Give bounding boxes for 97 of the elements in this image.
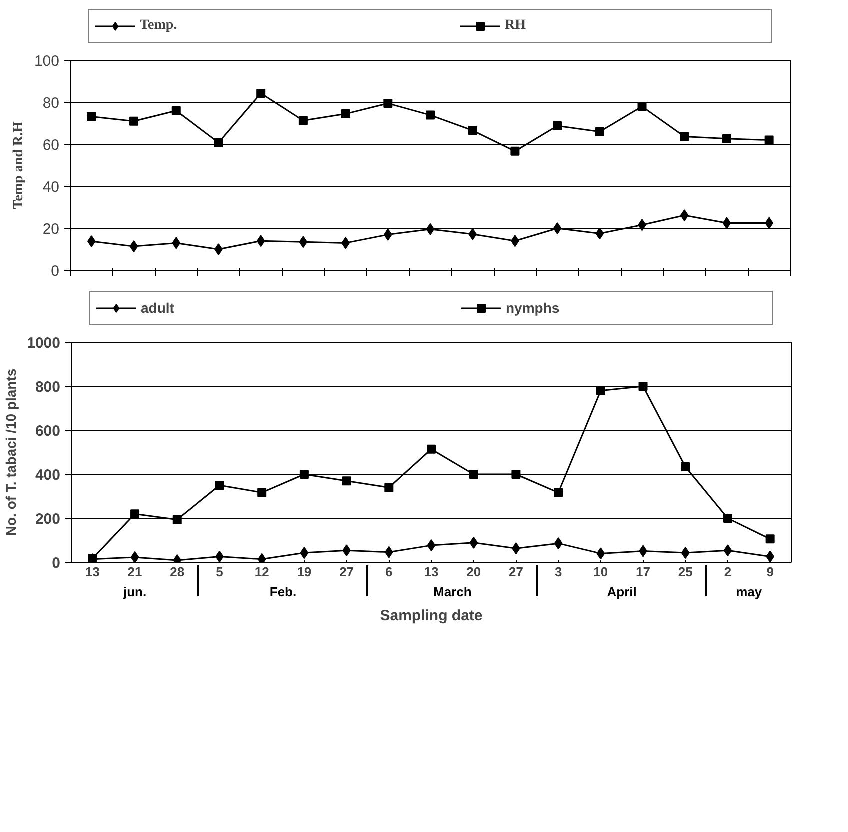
- point: [764, 136, 774, 145]
- x-axis-title: Sampling date: [380, 608, 483, 624]
- x-tick-label: 2: [724, 564, 732, 580]
- x-tick-label: 19: [297, 564, 312, 580]
- point: [722, 217, 732, 230]
- point: [214, 244, 223, 256]
- point: [342, 476, 352, 486]
- y-tick-label: 800: [35, 379, 61, 396]
- point: [256, 235, 266, 248]
- point: [723, 514, 732, 523]
- y-tick-label: 1000: [27, 335, 61, 352]
- point: [596, 386, 606, 396]
- x-tick-label: 21: [128, 564, 142, 580]
- x-tick-label: 6: [386, 564, 393, 580]
- text: jun.: [122, 584, 147, 600]
- point: [554, 488, 564, 498]
- point: [470, 536, 478, 549]
- point: [172, 237, 181, 250]
- point: [722, 134, 732, 144]
- point: [130, 116, 139, 126]
- point: [766, 534, 775, 544]
- y-axis-title: No. of T. tabaci /10 plants: [3, 368, 20, 536]
- point: [172, 106, 181, 116]
- point: [216, 550, 224, 562]
- point: [426, 110, 435, 120]
- point: [681, 462, 690, 472]
- y-tick-label: 600: [35, 423, 61, 440]
- point: [638, 102, 647, 112]
- point: [468, 126, 478, 136]
- legend-label: Temp.: [140, 18, 178, 34]
- point: [553, 122, 562, 131]
- point: [384, 99, 393, 108]
- y-tick-label: 80: [42, 95, 60, 112]
- x-tick-label: 17: [636, 564, 651, 580]
- point: [384, 483, 394, 492]
- y-tick-label: 60: [42, 137, 60, 154]
- point: [130, 240, 138, 253]
- point: [384, 546, 394, 558]
- y-tick-label: 0: [52, 555, 60, 572]
- y-tick-label: 0: [51, 263, 60, 280]
- point: [638, 382, 648, 391]
- text: March: [434, 584, 472, 600]
- legend-label: adult: [141, 300, 176, 316]
- point: [341, 110, 350, 119]
- x-tick-label: 3: [554, 564, 562, 580]
- point: [680, 209, 689, 222]
- x-tick-label: 27: [508, 564, 524, 580]
- point: [680, 132, 690, 142]
- y-tick-label: 400: [35, 467, 61, 484]
- x-tick-label: 5: [216, 564, 224, 580]
- point: [427, 540, 436, 552]
- y-tick-label: 20: [42, 221, 60, 238]
- x-tick-label: 20: [466, 564, 482, 580]
- point: [130, 551, 140, 562]
- point: [681, 547, 690, 560]
- point: [469, 470, 478, 479]
- x-tick-label: 12: [254, 564, 270, 580]
- text: April: [607, 584, 637, 600]
- point: [215, 481, 224, 490]
- point: [766, 550, 774, 562]
- point: [87, 112, 96, 122]
- point: [596, 548, 606, 560]
- point: [299, 236, 308, 248]
- x-tick-label: 9: [766, 564, 774, 580]
- point: [384, 228, 392, 241]
- point: [258, 488, 267, 498]
- x-tick-label: 27: [340, 564, 354, 580]
- y-tick-label: 200: [35, 511, 61, 528]
- point: [512, 470, 521, 479]
- point: [300, 547, 309, 560]
- point: [427, 444, 436, 454]
- x-tick-label: 10: [594, 564, 608, 580]
- point: [300, 470, 309, 479]
- x-tick-label: 13: [424, 564, 439, 580]
- text: Feb.: [270, 584, 297, 600]
- y-tick-label: 40: [42, 179, 60, 196]
- point: [214, 138, 224, 148]
- x-tick-label: 13: [85, 564, 100, 580]
- x-tick-label: 28: [170, 564, 185, 580]
- point: [298, 116, 308, 126]
- legend-label: nymphs: [506, 300, 561, 316]
- point: [724, 544, 732, 557]
- y-tick-label: 100: [34, 53, 60, 70]
- y-axis-title: Temp and R.H: [11, 121, 26, 210]
- point: [554, 538, 563, 550]
- point: [510, 146, 520, 156]
- text: may: [736, 584, 763, 600]
- point: [130, 510, 140, 519]
- point: [172, 515, 182, 524]
- point: [596, 228, 604, 240]
- point: [553, 222, 562, 234]
- point: [595, 127, 604, 136]
- point: [468, 228, 478, 240]
- legend-label: RH: [505, 18, 527, 34]
- point: [256, 88, 266, 98]
- x-tick-label: 25: [678, 564, 693, 580]
- point: [426, 223, 435, 236]
